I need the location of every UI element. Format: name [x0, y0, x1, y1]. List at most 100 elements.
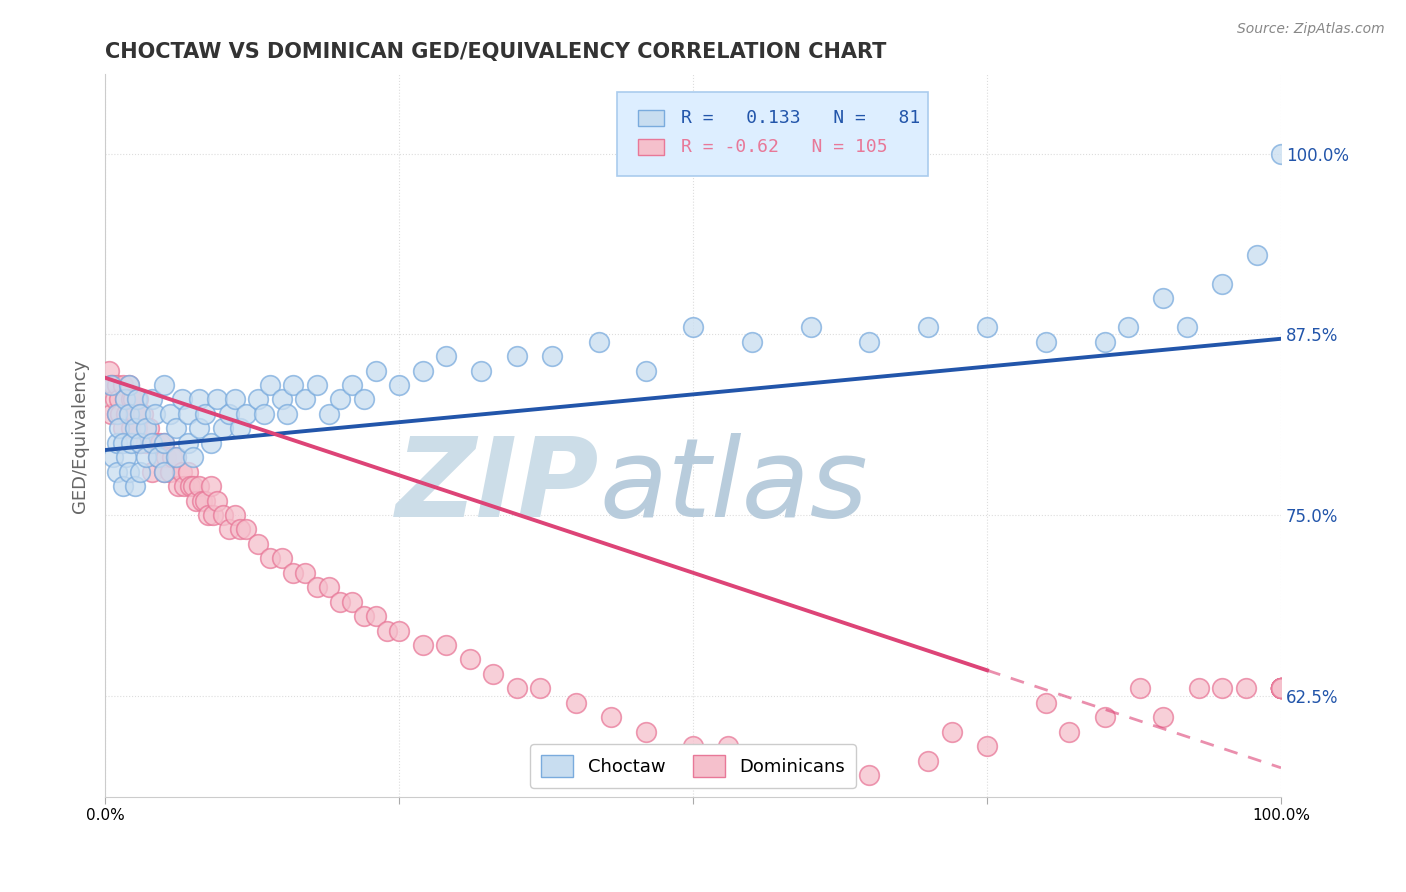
Point	[129, 407, 152, 421]
Point	[1094, 710, 1116, 724]
Point	[1175, 320, 1198, 334]
Point	[259, 551, 281, 566]
Point	[329, 595, 352, 609]
Point	[141, 465, 163, 479]
Point	[235, 407, 257, 421]
Point	[141, 392, 163, 407]
Point	[100, 378, 122, 392]
Point	[100, 378, 122, 392]
Point	[141, 435, 163, 450]
Point	[318, 407, 340, 421]
Point	[155, 450, 177, 465]
Point	[176, 407, 198, 421]
Point	[388, 624, 411, 638]
Point	[97, 363, 120, 377]
Point	[176, 435, 198, 450]
Point	[1270, 681, 1292, 696]
Point	[124, 407, 146, 421]
Point	[482, 666, 505, 681]
Point	[353, 392, 375, 407]
Point	[752, 754, 775, 768]
Point	[114, 392, 136, 407]
Point	[276, 407, 298, 421]
Point	[1211, 681, 1233, 696]
Text: Source: ZipAtlas.com: Source: ZipAtlas.com	[1237, 22, 1385, 37]
Point	[682, 320, 704, 334]
Point	[247, 537, 270, 551]
Point	[125, 392, 148, 407]
Point	[1094, 334, 1116, 349]
Point	[124, 479, 146, 493]
Point	[1270, 681, 1292, 696]
Point	[305, 378, 328, 392]
Point	[305, 580, 328, 594]
Point	[224, 392, 246, 407]
Point	[115, 450, 138, 465]
Point	[340, 378, 363, 392]
Point	[183, 450, 205, 465]
Point	[135, 450, 157, 465]
Point	[917, 754, 939, 768]
Point	[153, 435, 176, 450]
Point	[120, 392, 142, 407]
Point	[682, 739, 704, 753]
Point	[167, 479, 190, 493]
Point	[1270, 681, 1292, 696]
Point	[253, 407, 276, 421]
Point	[1270, 681, 1292, 696]
Point	[224, 508, 246, 522]
Point	[541, 349, 564, 363]
Point	[165, 421, 187, 435]
Point	[294, 392, 316, 407]
Point	[115, 407, 138, 421]
Point	[111, 421, 134, 435]
Point	[283, 378, 305, 392]
Point	[917, 320, 939, 334]
Point	[470, 363, 492, 377]
Point	[1270, 681, 1292, 696]
Point	[1211, 277, 1233, 291]
Point	[165, 450, 187, 465]
Point	[138, 421, 160, 435]
Point	[111, 378, 134, 392]
Point	[124, 421, 146, 435]
Point	[103, 378, 125, 392]
Point	[118, 407, 141, 421]
Point	[122, 392, 145, 407]
Point	[143, 435, 166, 450]
Point	[110, 407, 132, 421]
Point	[183, 479, 205, 493]
Point	[1270, 681, 1292, 696]
Point	[259, 378, 281, 392]
Point	[1059, 724, 1081, 739]
Point	[105, 378, 128, 392]
Text: R =   0.133   N =   81: R = 0.133 N = 81	[682, 109, 921, 127]
Point	[634, 724, 657, 739]
Point	[741, 334, 763, 349]
Point	[153, 378, 176, 392]
Point	[153, 465, 176, 479]
Point	[125, 421, 148, 435]
Point	[118, 465, 141, 479]
Point	[458, 652, 481, 666]
Point	[159, 465, 181, 479]
Legend: Choctaw, Dominicans: Choctaw, Dominicans	[530, 744, 856, 788]
Point	[200, 479, 222, 493]
Point	[132, 407, 155, 421]
Point	[149, 435, 172, 450]
Point	[120, 435, 142, 450]
Point	[103, 450, 125, 465]
Point	[270, 551, 292, 566]
Point	[135, 435, 157, 450]
Text: R = -0.62   N = 105: R = -0.62 N = 105	[682, 137, 889, 155]
Text: atlas: atlas	[599, 433, 868, 540]
Point	[205, 392, 228, 407]
Point	[1116, 320, 1139, 334]
Point	[105, 465, 128, 479]
Point	[188, 479, 211, 493]
Point	[329, 392, 352, 407]
Point	[388, 378, 411, 392]
Point	[153, 435, 176, 450]
Point	[188, 392, 211, 407]
Point	[105, 407, 128, 421]
